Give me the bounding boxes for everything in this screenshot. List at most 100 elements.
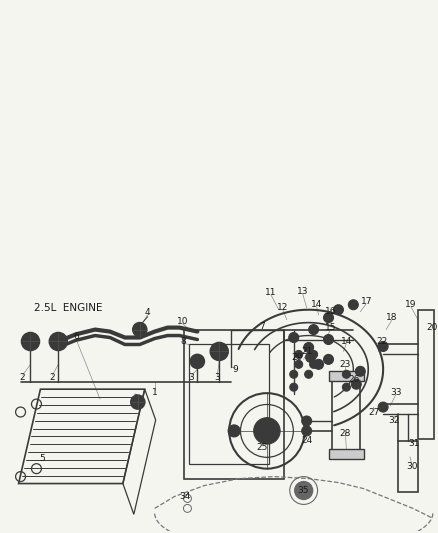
Text: 3: 3 xyxy=(188,373,194,382)
Text: 2: 2 xyxy=(49,373,55,382)
Text: 19: 19 xyxy=(405,300,417,309)
Circle shape xyxy=(304,343,314,352)
Bar xyxy=(418,310,434,439)
Circle shape xyxy=(305,370,313,378)
Circle shape xyxy=(210,343,228,360)
Circle shape xyxy=(304,428,310,434)
Circle shape xyxy=(295,360,303,368)
Text: 29: 29 xyxy=(291,353,302,362)
Text: 35: 35 xyxy=(297,486,308,495)
Text: 14: 14 xyxy=(341,337,352,346)
Text: 2.5L  ENGINE: 2.5L ENGINE xyxy=(34,303,102,313)
Circle shape xyxy=(380,343,386,350)
Circle shape xyxy=(343,383,350,391)
Circle shape xyxy=(343,370,350,378)
Circle shape xyxy=(290,383,298,391)
Circle shape xyxy=(378,402,388,412)
Circle shape xyxy=(21,333,39,350)
Circle shape xyxy=(355,366,365,376)
Bar xyxy=(328,372,364,381)
Circle shape xyxy=(306,352,316,362)
Text: 20: 20 xyxy=(426,323,438,332)
Circle shape xyxy=(336,306,342,313)
Bar xyxy=(398,441,418,492)
Text: 9: 9 xyxy=(232,365,238,374)
Text: 5: 5 xyxy=(39,454,45,463)
Circle shape xyxy=(353,381,359,387)
Text: 24: 24 xyxy=(301,437,312,446)
Circle shape xyxy=(291,335,297,341)
Text: 28: 28 xyxy=(340,430,351,438)
Circle shape xyxy=(254,418,280,444)
Circle shape xyxy=(49,333,67,350)
Circle shape xyxy=(306,344,311,350)
Text: 1: 1 xyxy=(152,387,158,397)
Text: 30: 30 xyxy=(406,462,418,471)
Circle shape xyxy=(309,325,318,335)
Circle shape xyxy=(357,368,363,374)
Circle shape xyxy=(133,322,147,336)
Bar xyxy=(190,344,269,464)
Circle shape xyxy=(302,426,311,436)
Circle shape xyxy=(380,404,386,410)
Text: 23: 23 xyxy=(340,360,351,369)
Text: 25: 25 xyxy=(256,443,268,453)
Text: 18: 18 xyxy=(386,313,398,322)
Text: 31: 31 xyxy=(408,439,420,448)
Text: 3: 3 xyxy=(214,373,220,382)
Bar xyxy=(184,329,284,479)
Circle shape xyxy=(348,300,358,310)
Circle shape xyxy=(191,354,205,368)
Circle shape xyxy=(325,336,332,343)
Circle shape xyxy=(54,337,63,346)
Circle shape xyxy=(228,425,240,437)
Text: 15: 15 xyxy=(325,323,336,332)
Circle shape xyxy=(324,354,333,365)
Circle shape xyxy=(324,313,333,322)
Text: 12: 12 xyxy=(277,303,289,312)
Text: 27: 27 xyxy=(368,408,380,416)
Circle shape xyxy=(325,357,332,362)
Circle shape xyxy=(131,395,145,409)
Circle shape xyxy=(378,342,388,351)
Text: 17: 17 xyxy=(360,297,372,306)
Text: 33: 33 xyxy=(390,387,402,397)
Text: 8: 8 xyxy=(180,337,186,346)
Text: 16: 16 xyxy=(325,307,336,316)
Circle shape xyxy=(324,335,333,344)
Circle shape xyxy=(215,347,224,356)
Circle shape xyxy=(311,327,317,333)
Text: 10: 10 xyxy=(177,317,188,326)
Circle shape xyxy=(26,337,35,346)
Circle shape xyxy=(295,350,303,358)
Text: 34: 34 xyxy=(180,492,191,501)
Bar xyxy=(328,449,364,459)
Circle shape xyxy=(302,416,311,426)
Text: 14: 14 xyxy=(311,300,322,309)
Circle shape xyxy=(310,350,318,358)
Text: 2: 2 xyxy=(20,373,25,382)
Circle shape xyxy=(333,305,343,314)
Text: 22: 22 xyxy=(377,337,388,346)
Circle shape xyxy=(289,333,299,343)
Text: 13: 13 xyxy=(297,287,308,296)
Text: 32: 32 xyxy=(389,416,400,425)
Bar xyxy=(332,379,360,451)
Circle shape xyxy=(310,360,318,368)
Circle shape xyxy=(304,418,310,424)
Circle shape xyxy=(350,302,357,308)
Circle shape xyxy=(290,370,298,378)
Circle shape xyxy=(134,399,141,406)
Text: 7: 7 xyxy=(259,322,265,331)
Text: 11: 11 xyxy=(265,288,277,297)
Circle shape xyxy=(325,314,332,321)
Circle shape xyxy=(351,379,361,389)
Circle shape xyxy=(136,326,143,333)
Circle shape xyxy=(314,359,324,369)
Text: 21: 21 xyxy=(301,347,312,356)
Text: 26: 26 xyxy=(349,375,360,384)
Circle shape xyxy=(316,361,321,367)
Text: 4: 4 xyxy=(145,308,151,317)
Circle shape xyxy=(295,482,313,499)
Text: 6: 6 xyxy=(73,332,79,341)
